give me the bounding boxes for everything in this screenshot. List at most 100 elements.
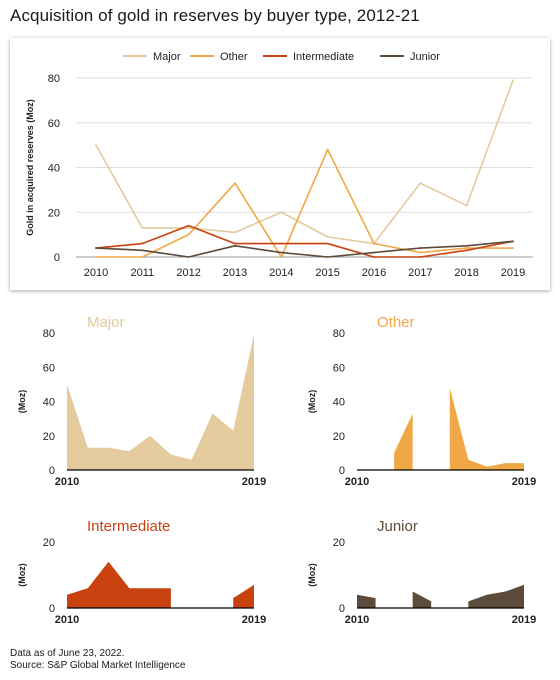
x-tick-label: 2019 bbox=[242, 614, 266, 626]
data-point-intermediate bbox=[373, 256, 375, 258]
x-tick-label: 2016 bbox=[362, 267, 386, 279]
data-point-other bbox=[373, 242, 375, 245]
series-line-intermediate bbox=[95, 224, 514, 258]
y-tick-label: 0 bbox=[54, 252, 60, 264]
area-segment bbox=[357, 594, 376, 608]
data-point-other bbox=[234, 182, 236, 185]
x-tick-label: 2013 bbox=[223, 267, 247, 279]
panel-title: Major bbox=[87, 314, 125, 331]
legend-label-other: Other bbox=[220, 51, 248, 63]
data-date-note: Data as of June 23, 2022. bbox=[10, 648, 125, 659]
data-point-intermediate bbox=[419, 256, 422, 258]
legend-item-junior: Junior bbox=[380, 51, 440, 63]
data-point-major bbox=[141, 227, 144, 229]
data-point-junior bbox=[187, 256, 190, 258]
y-tick-label: 0 bbox=[49, 465, 55, 477]
data-point-junior bbox=[373, 251, 375, 254]
data-point-other bbox=[141, 256, 144, 258]
data-point-junior bbox=[280, 251, 283, 254]
x-tick-label: 2010 bbox=[55, 476, 79, 488]
x-tick-label: 2017 bbox=[408, 267, 432, 279]
series-line-other bbox=[96, 148, 513, 258]
data-point-major bbox=[326, 235, 329, 238]
area-segment bbox=[67, 561, 171, 608]
y-tick-label: 80 bbox=[48, 73, 60, 85]
main-line-chart: Major Other Intermediate Junior 0 20 40 60 80 201… bbox=[25, 51, 533, 279]
legend-label-intermediate: Intermediate bbox=[293, 51, 354, 63]
x-tick-label: 2015 bbox=[315, 267, 339, 279]
data-point-junior bbox=[465, 244, 468, 247]
footnote: Data as of June 23, 2022. Source: S&P Gl… bbox=[10, 648, 185, 672]
data-point-junior bbox=[95, 247, 97, 249]
x-tick-label: 2012 bbox=[176, 267, 200, 279]
area-segment bbox=[468, 584, 524, 608]
page-title: Acquisition of gold in reserves by buyer… bbox=[10, 6, 420, 25]
data-point-major bbox=[512, 79, 514, 82]
data-point-other bbox=[512, 247, 514, 249]
y-tick-label: 20 bbox=[48, 207, 60, 219]
y-tick-label: 20 bbox=[333, 537, 345, 549]
data-point-other bbox=[419, 251, 422, 254]
y-tick-label: 60 bbox=[43, 362, 55, 374]
x-tick-label: 2011 bbox=[131, 267, 155, 279]
data-point-junior bbox=[512, 240, 514, 243]
data-point-major bbox=[95, 144, 97, 147]
data-point-other bbox=[95, 256, 97, 258]
data-point-other bbox=[280, 256, 283, 258]
x-tick-label: 2014 bbox=[269, 267, 293, 279]
area-segment bbox=[412, 591, 432, 608]
data-point-major bbox=[465, 204, 468, 207]
x-tick-label: 2019 bbox=[242, 476, 266, 488]
y-tick-label: 80 bbox=[333, 328, 345, 340]
y-tick-label: 0 bbox=[49, 603, 55, 615]
data-point-junior bbox=[234, 244, 236, 247]
y-tick-label: 20 bbox=[43, 431, 55, 443]
source-note: Source: S&P Global Market Intelligence bbox=[10, 660, 186, 671]
y-tick-label: 0 bbox=[339, 603, 345, 615]
data-point-major bbox=[280, 211, 283, 214]
series-line-major bbox=[95, 79, 514, 245]
data-point-major bbox=[419, 182, 422, 185]
y-tick-label: 40 bbox=[333, 397, 345, 409]
data-point-major bbox=[234, 231, 236, 234]
x-tick-label: 2010 bbox=[84, 267, 108, 279]
y-tick-label: 40 bbox=[48, 163, 60, 175]
panel-title: Intermediate bbox=[87, 518, 170, 535]
y-tick-label: 20 bbox=[43, 537, 55, 549]
y-tick-label: 40 bbox=[43, 397, 55, 409]
y-axis-label: (Moz) bbox=[17, 390, 27, 414]
data-point-intermediate bbox=[465, 249, 468, 252]
y-tick-label: 60 bbox=[333, 362, 345, 374]
panel-title: Other bbox=[377, 314, 415, 331]
y-axis-label: Gold in acquired reserves (Moz) bbox=[25, 99, 35, 236]
series-line-junior bbox=[95, 240, 514, 258]
area-segment bbox=[233, 584, 254, 608]
panel-title: Junior bbox=[377, 518, 418, 535]
legend-item-major: Major bbox=[123, 51, 181, 63]
area-segment bbox=[67, 334, 254, 470]
data-point-other bbox=[187, 233, 190, 236]
data-point-intermediate bbox=[280, 242, 283, 245]
data-point-junior bbox=[141, 249, 144, 252]
y-tick-label: 0 bbox=[339, 465, 345, 477]
data-point-intermediate bbox=[234, 242, 236, 245]
data-point-major bbox=[187, 227, 190, 229]
data-point-other bbox=[465, 247, 468, 249]
x-tick-label: 2018 bbox=[454, 267, 478, 279]
legend-label-major: Major bbox=[153, 51, 181, 63]
y-tick-label: 20 bbox=[333, 431, 345, 443]
legend-label-junior: Junior bbox=[410, 51, 440, 63]
data-point-junior bbox=[326, 256, 329, 258]
x-tick-label: 2019 bbox=[512, 614, 536, 626]
x-tick-label: 2019 bbox=[501, 267, 525, 279]
data-point-intermediate bbox=[141, 242, 144, 245]
data-point-other bbox=[326, 148, 329, 151]
other-area-chart: Other 0 20 40 60 80 (Moz) 2010 2019 bbox=[307, 314, 536, 488]
y-axis-label: (Moz) bbox=[17, 563, 27, 587]
x-tick-label: 2010 bbox=[55, 614, 79, 626]
main-line-chart-card: Major Other Intermediate Junior 0 20 40 60 80 201… bbox=[10, 38, 550, 290]
y-tick-label: 80 bbox=[43, 328, 55, 340]
y-axis-label: (Moz) bbox=[307, 390, 317, 414]
legend-item-intermediate: Intermediate bbox=[263, 51, 354, 63]
data-point-junior bbox=[419, 247, 422, 249]
